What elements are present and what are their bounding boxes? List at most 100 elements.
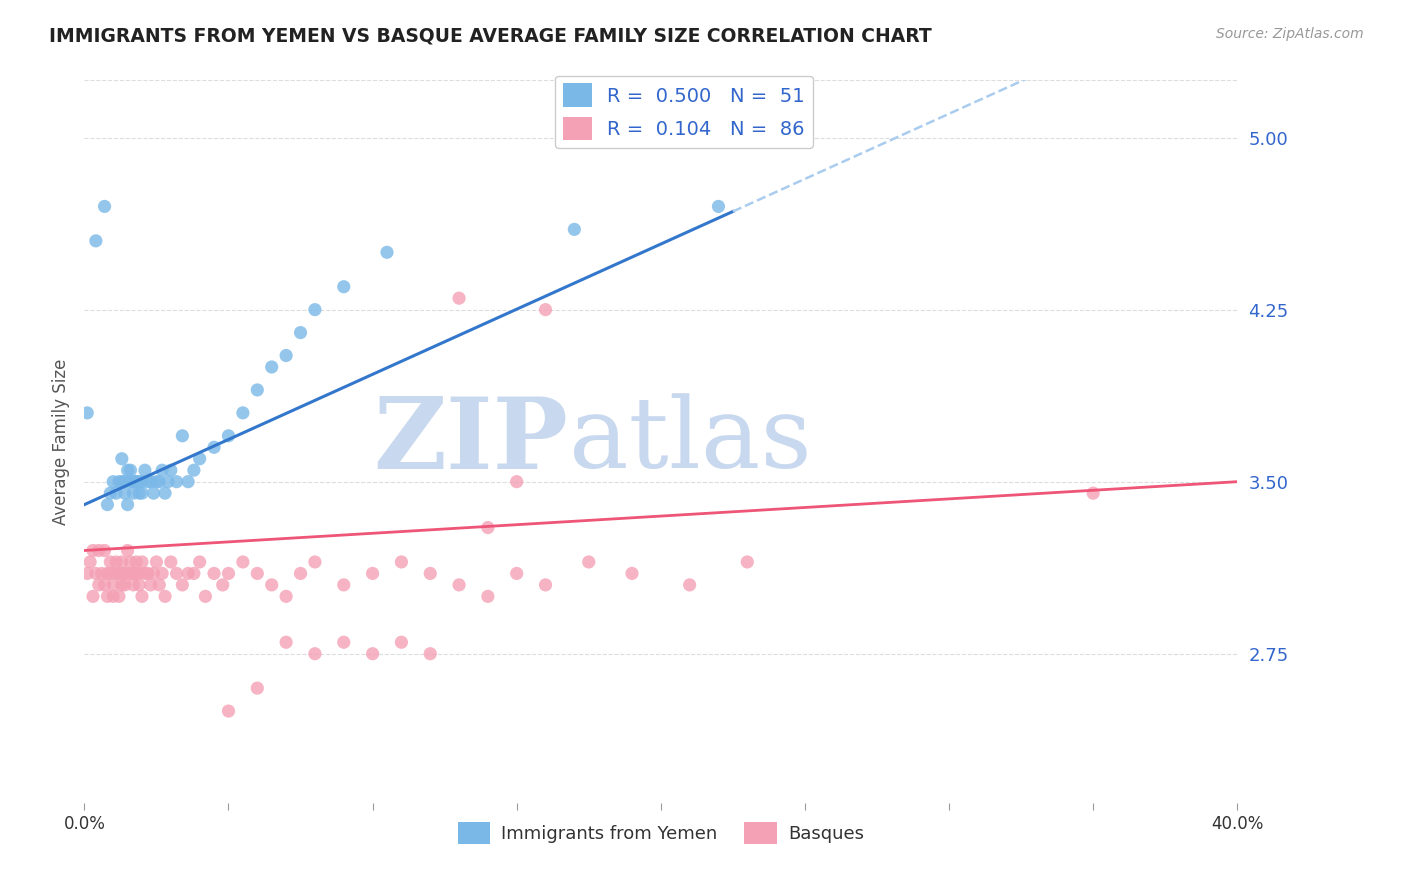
Point — [122, 486, 145, 500]
Point — [145, 475, 167, 489]
Point — [449, 578, 471, 592]
Point — [131, 555, 153, 569]
Point — [276, 349, 298, 363]
Point — [194, 590, 217, 604]
Point — [87, 543, 110, 558]
Point — [114, 475, 136, 489]
Point — [103, 475, 124, 489]
Point — [419, 566, 441, 581]
Point — [477, 520, 499, 534]
Point — [578, 555, 600, 569]
Point — [93, 578, 115, 592]
Point — [120, 555, 142, 569]
Point — [419, 647, 441, 661]
Point — [375, 245, 398, 260]
Point — [156, 475, 179, 489]
Point — [117, 566, 139, 581]
Point — [125, 475, 148, 489]
Point — [145, 555, 167, 569]
Point — [82, 543, 104, 558]
Text: Source: ZipAtlas.com: Source: ZipAtlas.com — [1216, 27, 1364, 41]
Point — [166, 475, 188, 489]
Point — [506, 566, 529, 581]
Point — [304, 555, 326, 569]
Point — [564, 222, 586, 236]
Point — [93, 543, 115, 558]
Point — [125, 475, 148, 489]
Point — [202, 566, 225, 581]
Point — [679, 578, 702, 592]
Point — [160, 555, 183, 569]
Point — [90, 566, 112, 581]
Point — [290, 566, 312, 581]
Point — [108, 475, 131, 489]
Point — [84, 234, 107, 248]
Point — [131, 590, 153, 604]
Point — [76, 406, 98, 420]
Point — [1083, 486, 1105, 500]
Point — [246, 566, 269, 581]
Point — [177, 566, 200, 581]
Point — [142, 486, 165, 500]
Point — [128, 475, 150, 489]
Point — [150, 463, 173, 477]
Point — [103, 590, 124, 604]
Point — [117, 463, 139, 477]
Point — [111, 578, 134, 592]
Point — [188, 451, 211, 466]
Point — [84, 566, 107, 581]
Point — [122, 578, 145, 592]
Point — [246, 383, 269, 397]
Point — [76, 566, 98, 581]
Point — [96, 590, 118, 604]
Point — [93, 199, 115, 213]
Point — [139, 475, 162, 489]
Point — [333, 279, 356, 293]
Point — [142, 566, 165, 581]
Point — [96, 498, 118, 512]
Point — [218, 566, 240, 581]
Point — [737, 555, 759, 569]
Point — [188, 555, 211, 569]
Point — [333, 578, 356, 592]
Point — [506, 475, 529, 489]
Point — [246, 681, 269, 695]
Point — [276, 590, 298, 604]
Point — [153, 486, 176, 500]
Point — [98, 566, 121, 581]
Point — [111, 451, 134, 466]
Point — [131, 475, 153, 489]
Point — [172, 578, 194, 592]
Point — [304, 302, 326, 317]
Point — [98, 555, 121, 569]
Point — [361, 566, 384, 581]
Text: atlas: atlas — [568, 393, 811, 490]
Point — [82, 590, 104, 604]
Point — [134, 566, 156, 581]
Point — [361, 647, 384, 661]
Point — [108, 590, 131, 604]
Point — [172, 429, 194, 443]
Point — [183, 463, 205, 477]
Text: IMMIGRANTS FROM YEMEN VS BASQUE AVERAGE FAMILY SIZE CORRELATION CHART: IMMIGRANTS FROM YEMEN VS BASQUE AVERAGE … — [49, 27, 932, 45]
Point — [177, 475, 200, 489]
Point — [111, 475, 134, 489]
Point — [477, 590, 499, 604]
Point — [125, 566, 148, 581]
Point — [103, 578, 124, 592]
Point — [131, 486, 153, 500]
Point — [98, 486, 121, 500]
Point — [621, 566, 644, 581]
Point — [211, 578, 233, 592]
Point — [218, 429, 240, 443]
Point — [153, 590, 176, 604]
Text: ZIP: ZIP — [374, 393, 568, 490]
Point — [122, 475, 145, 489]
Point — [391, 555, 413, 569]
Point — [449, 291, 471, 305]
Point — [105, 555, 128, 569]
Point — [128, 578, 150, 592]
Point — [148, 475, 170, 489]
Point — [111, 555, 134, 569]
Point — [218, 704, 240, 718]
